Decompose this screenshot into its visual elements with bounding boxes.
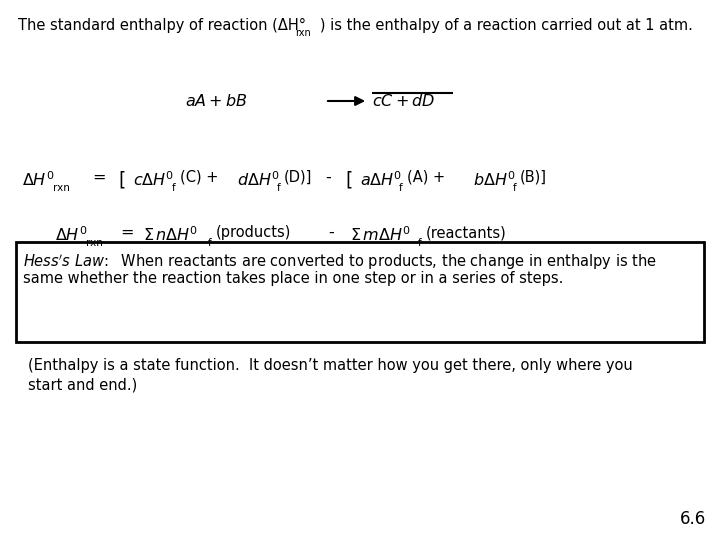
Bar — [16, 242, 704, 342]
Text: start and end.): start and end.) — [28, 378, 138, 393]
Text: f: f — [208, 238, 212, 248]
Text: -: - — [325, 170, 330, 185]
Text: same whether the reaction takes place in one step or in a series of steps.: same whether the reaction takes place in… — [23, 271, 563, 286]
Text: $aA + bB$: $aA + bB$ — [185, 93, 248, 109]
Text: $\Sigma\, n\Delta H^0$: $\Sigma\, n\Delta H^0$ — [143, 225, 198, 244]
Text: (A) +: (A) + — [407, 170, 445, 185]
Text: The standard enthalpy of reaction (ΔH°   ) is the enthalpy of a reaction carried: The standard enthalpy of reaction (ΔH° )… — [18, 18, 693, 33]
Text: [: [ — [345, 170, 352, 189]
Text: =: = — [120, 225, 133, 240]
Text: $a\Delta H^0$: $a\Delta H^0$ — [360, 170, 402, 188]
Text: rxn: rxn — [295, 28, 311, 38]
Text: f: f — [513, 183, 517, 193]
Text: (products): (products) — [216, 225, 292, 240]
Text: [: [ — [118, 170, 125, 189]
Text: (B)]: (B)] — [520, 170, 547, 185]
Text: (reactants): (reactants) — [426, 225, 507, 240]
Text: (Enthalpy is a state function.  It doesn’t matter how you get there, only where : (Enthalpy is a state function. It doesn’… — [28, 358, 633, 373]
Text: $cC + dD$: $cC + dD$ — [372, 93, 436, 109]
Text: f: f — [399, 183, 402, 193]
Text: (C) +: (C) + — [180, 170, 218, 185]
Text: f: f — [418, 238, 422, 248]
Text: 6.6: 6.6 — [680, 510, 706, 528]
Text: rxn: rxn — [53, 183, 70, 193]
Text: $d\Delta H^0$: $d\Delta H^0$ — [237, 170, 279, 188]
Text: $c\Delta H^0$: $c\Delta H^0$ — [133, 170, 174, 188]
Text: $\Delta H^0$: $\Delta H^0$ — [55, 225, 87, 244]
Text: $\Sigma\, m\Delta H^0$: $\Sigma\, m\Delta H^0$ — [350, 225, 410, 244]
Text: rxn: rxn — [86, 238, 103, 248]
Text: $\Delta H^0$: $\Delta H^0$ — [22, 170, 55, 188]
Text: -: - — [328, 225, 334, 240]
Text: f: f — [277, 183, 281, 193]
Text: $\it{Hess\mathit{'s}\ Law\!:}$  When reactants are converted to products, the ch: $\it{Hess\mathit{'s}\ Law\!:}$ When reac… — [23, 252, 657, 272]
Text: (D)]: (D)] — [284, 170, 312, 185]
Text: f: f — [172, 183, 176, 193]
Text: =: = — [92, 170, 106, 185]
Text: $b\Delta H^0$: $b\Delta H^0$ — [473, 170, 516, 188]
